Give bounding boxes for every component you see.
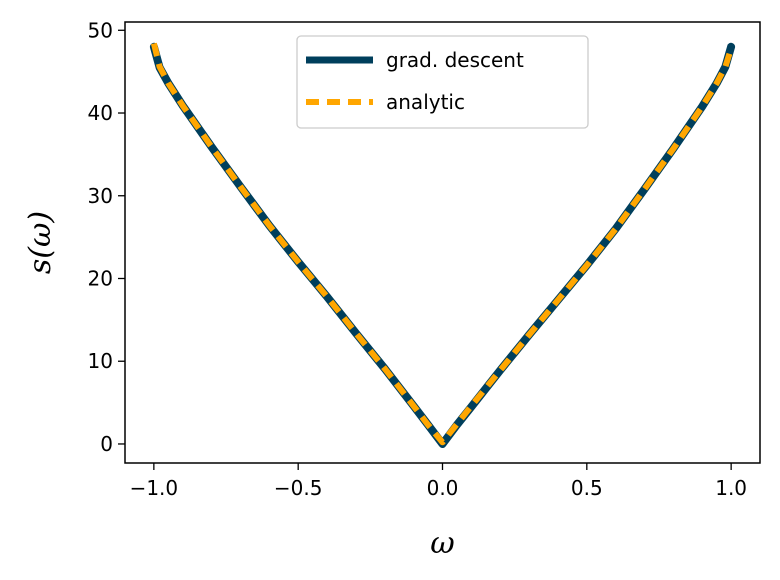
- y-tick-label: 30: [88, 184, 113, 208]
- legend-label: grad. descent: [386, 48, 524, 72]
- series-line-analytic: [150, 42, 734, 446]
- y-tick-label: 20: [88, 266, 113, 290]
- y-tick-label: 0: [100, 432, 113, 456]
- x-tick-label: 0.0: [427, 476, 459, 500]
- plot-lines: [149, 42, 736, 448]
- y-axis-ticks: 0 10 20 30 40 50: [88, 18, 125, 456]
- legend-label: analytic: [386, 90, 465, 114]
- x-axis-label: ω: [430, 526, 454, 561]
- y-tick-label: 10: [88, 349, 113, 373]
- y-tick-label: 40: [88, 101, 113, 125]
- y-axis-label: s(ω): [23, 211, 58, 274]
- x-axis-ticks: −1.0 −0.5 0.0 0.5 1.0: [130, 463, 747, 500]
- x-tick-label: 1.0: [715, 476, 747, 500]
- legend: grad. descent analytic: [296, 35, 589, 129]
- x-tick-label: −0.5: [274, 476, 323, 500]
- x-tick-label: −1.0: [130, 476, 179, 500]
- x-tick-label: 0.5: [571, 476, 603, 500]
- y-tick-label: 50: [88, 18, 113, 42]
